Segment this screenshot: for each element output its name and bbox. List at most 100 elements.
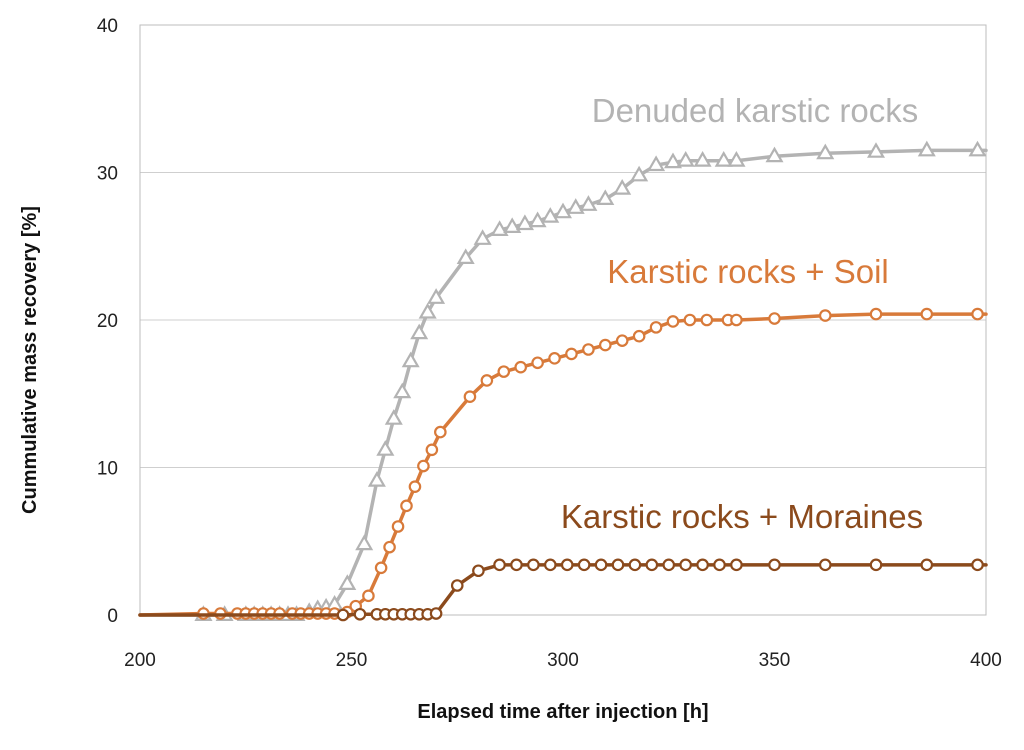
y-tick-label: 10 [97,459,118,480]
data-point [391,520,405,533]
data-point [594,558,608,572]
y-tick-label: 0 [107,606,118,627]
data-point [515,214,535,231]
series-1 [138,307,988,620]
series-line [138,312,988,617]
data-point [598,338,612,352]
data-point [418,302,437,319]
data-point [565,347,578,361]
data-point [514,360,527,374]
data-point [427,288,446,304]
series-line [138,148,988,617]
series-label: Karstic rocks + Soil [607,253,889,290]
data-point [676,150,695,167]
x-tick-label: 350 [759,650,791,671]
plot-frame [139,24,987,616]
data-point [544,558,557,572]
series-line [138,563,988,617]
series-2 [138,558,988,622]
data-point [816,143,835,160]
data-point [493,558,506,572]
series-0 [138,140,988,622]
data-point [683,313,697,327]
data-point [541,207,560,223]
data-point [730,558,743,572]
data-point [566,198,585,214]
data-point [338,574,357,591]
data-point [713,558,726,572]
data-point [666,315,680,328]
x-tick-label: 300 [547,650,579,671]
data-point [429,607,443,620]
grid [140,172,986,468]
data-point [456,248,475,264]
data-point [646,155,666,172]
data-point [480,374,494,387]
data-point [425,443,439,457]
data-point [410,323,429,340]
data-point [611,558,625,572]
data-point [818,309,832,322]
data-point [383,540,396,554]
data-point [730,313,743,327]
data-point [869,558,883,572]
data-point [417,459,430,473]
series-layer [138,140,988,622]
data-point [765,146,784,163]
data-point [768,558,781,572]
data-point [579,195,598,211]
data-point [971,558,984,572]
data-point [577,558,591,572]
data-point [866,142,886,158]
data-point [531,356,544,370]
x-tick-label: 400 [970,650,1002,671]
data-point [968,140,987,157]
data-point [917,140,936,157]
x-tick-label: 250 [336,650,368,671]
data-point [920,558,934,572]
data-point [374,561,388,575]
data-point [353,607,367,621]
data-point [450,579,464,592]
data-point [696,558,709,572]
data-point [401,351,420,368]
data-point [560,558,574,572]
data-point [473,229,492,245]
data-point [510,558,523,572]
data-point [503,217,522,233]
data-point [971,307,984,321]
y-axis-title: Cummulative mass recovery [%] [19,206,41,514]
data-point [408,480,422,493]
x-axis-title: Elapsed time after injection [h] [417,701,708,723]
x-tick-label: 200 [124,650,156,671]
data-point [434,425,447,439]
data-point [613,178,632,195]
data-point [528,211,547,228]
data-point [628,558,642,572]
data-point [714,150,733,167]
data-point [527,558,540,572]
data-point [336,608,350,622]
y-tick-label: 20 [97,311,118,332]
data-point [554,202,572,219]
data-point [367,471,386,487]
data-point [649,321,663,334]
data-point [463,390,477,403]
y-tick-label: 40 [97,16,118,37]
data-point [662,558,676,572]
data-point [664,152,682,169]
data-point [582,343,595,356]
data-point [362,589,375,603]
data-point [376,440,395,456]
data-point [630,165,649,182]
data-point [472,564,485,578]
y-tick-label: 30 [97,164,118,185]
data-point [632,329,646,343]
data-point [693,150,712,167]
data-point [355,534,374,551]
series-labels: Denuded karstic rocks Karstic rocks + Soi… [561,92,923,535]
data-point [615,334,629,347]
data-point [393,382,412,399]
